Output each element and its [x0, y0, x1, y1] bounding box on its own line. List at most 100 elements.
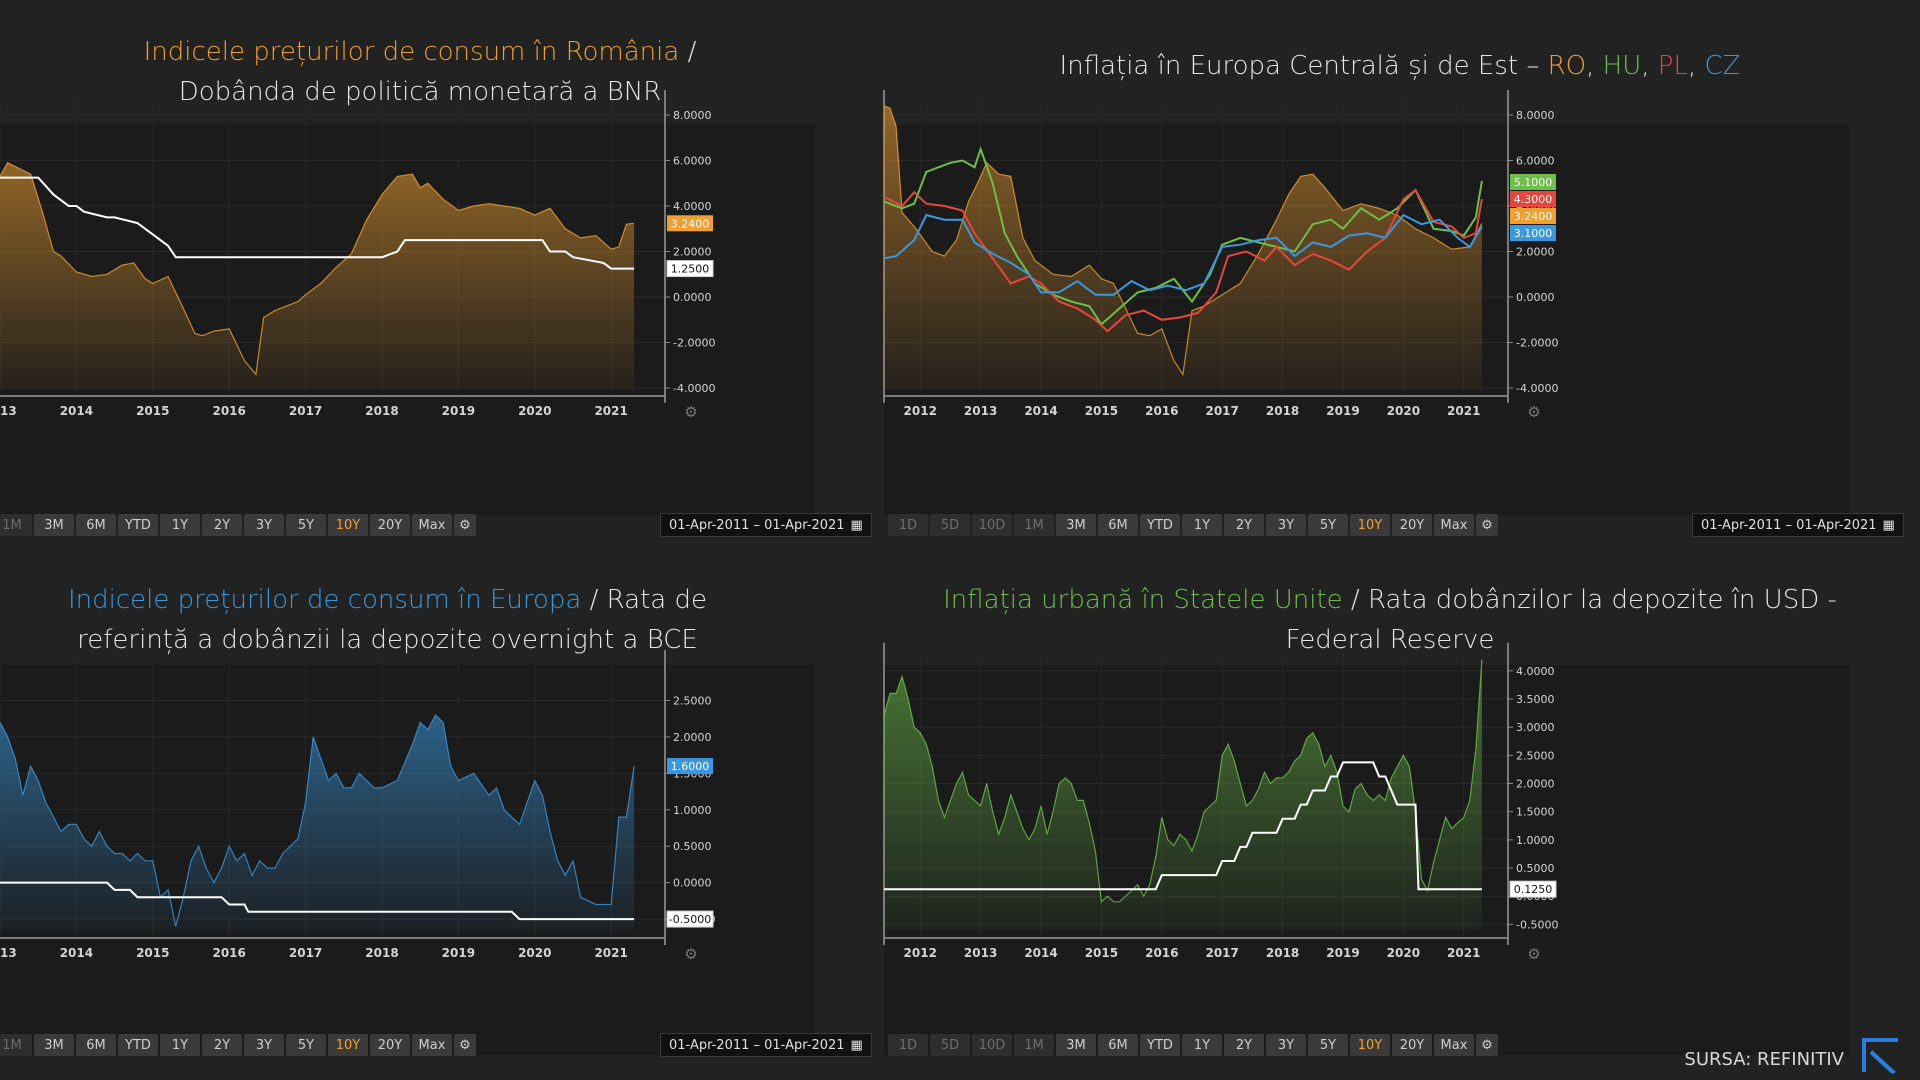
range-button-6m[interactable]: 6M — [76, 514, 116, 536]
value-badge-label: 3.2400 — [671, 217, 710, 230]
range-button-5d[interactable]: 5D — [930, 514, 970, 536]
range-button-6m[interactable]: 6M — [76, 1034, 116, 1056]
title-part: PL — [1657, 51, 1688, 81]
range-button-1y[interactable]: 1Y — [1182, 1034, 1222, 1056]
series-line — [0, 162, 635, 376]
range-button-ytd[interactable]: YTD — [118, 1034, 158, 1056]
range-button-5y[interactable]: 5Y — [286, 514, 326, 536]
title-part: RO — [1547, 51, 1587, 81]
range-button-10y[interactable]: 10Y — [1350, 514, 1390, 536]
series-line — [883, 659, 1483, 904]
range-button-5y[interactable]: 5Y — [1308, 514, 1348, 536]
date-range-picker[interactable]: 01-Apr-2011 – 01-Apr-2021 ▦ — [1692, 513, 1904, 537]
range-button-ytd[interactable]: YTD — [118, 514, 158, 536]
chart-title: Inflația în Europa Centrală și de Est – … — [880, 46, 1920, 86]
range-button-max[interactable]: Max — [1434, 1034, 1474, 1056]
panel-ro-cpi: Indicele prețurilor de consum în România… — [0, 0, 872, 540]
y-tick-label: -2.0000 — [1516, 337, 1558, 350]
title-part: CZ — [1704, 51, 1741, 81]
settings-gear-icon[interactable]: ⚙ — [454, 514, 476, 536]
settings-gear-icon[interactable]: ⚙ — [1476, 1034, 1498, 1056]
series-line — [883, 188, 1483, 333]
range-button-3m[interactable]: 3M — [34, 514, 74, 536]
range-button-1y[interactable]: 1Y — [1182, 514, 1222, 536]
x-tick-label: 2019 — [1326, 404, 1359, 418]
range-button-20y[interactable]: 20Y — [370, 1034, 410, 1056]
title-part: / — [679, 37, 697, 67]
range-button-6m[interactable]: 6M — [1098, 514, 1138, 536]
chart-settings-icon[interactable]: ⚙ — [684, 945, 697, 963]
range-button-3y[interactable]: 3Y — [244, 1034, 284, 1056]
range-button-1d[interactable]: 1D — [888, 514, 928, 536]
y-tick-label: 1.5000 — [1516, 806, 1555, 819]
x-tick-label: 2018 — [365, 404, 398, 418]
settings-gear-icon[interactable]: ⚙ — [454, 1034, 476, 1056]
range-button-3y[interactable]: 3Y — [244, 514, 284, 536]
range-button-1d[interactable]: 1D — [888, 1034, 928, 1056]
range-button-10d[interactable]: 10D — [972, 514, 1012, 536]
range-button-max[interactable]: Max — [412, 1034, 452, 1056]
range-button-10d[interactable]: 10D — [972, 1034, 1012, 1056]
range-button-10y[interactable]: 10Y — [328, 1034, 368, 1056]
chart-svg: 8.0000 6.0000 4.0000 2.0000 0.0000 -2.0000 -4.… — [0, 90, 715, 421]
range-button-1m[interactable]: 1M — [1014, 514, 1054, 536]
range-button-max[interactable]: Max — [412, 514, 452, 536]
y-tick-label: 3.5000 — [1516, 693, 1555, 706]
chart-settings-icon[interactable]: ⚙ — [684, 403, 697, 421]
x-tick-label: 2021 — [594, 946, 627, 960]
calendar-icon: ▦ — [850, 517, 863, 533]
date-range-picker[interactable]: 01-Apr-2011 – 01-Apr-2021 ▦ — [660, 1033, 872, 1057]
chart-settings-icon[interactable]: ⚙ — [1527, 945, 1540, 963]
x-tick-label: 2017 — [1205, 946, 1238, 960]
range-button-10y[interactable]: 10Y — [1350, 1034, 1390, 1056]
value-badge-label: 1.2500 — [671, 263, 710, 276]
y-tick-label: 8.0000 — [673, 109, 712, 122]
series-area — [0, 715, 635, 930]
x-tick-label: 2014 — [1024, 404, 1057, 418]
range-button-3m[interactable]: 3M — [1056, 514, 1096, 536]
x-tick-label: 2012 — [904, 404, 937, 418]
y-tick-label: 6.0000 — [1516, 155, 1555, 168]
range-button-20y[interactable]: 20Y — [1392, 1034, 1432, 1056]
range-button-ytd[interactable]: YTD — [1140, 1034, 1180, 1056]
value-badge: 1.6000 — [667, 758, 713, 775]
date-range-picker[interactable]: 01-Apr-2011 – 01-Apr-2021 ▦ — [660, 513, 872, 537]
range-button-1y[interactable]: 1Y — [160, 1034, 200, 1056]
range-button-3y[interactable]: 3Y — [1266, 1034, 1306, 1056]
range-button-2y[interactable]: 2Y — [202, 1034, 242, 1056]
range-button-2y[interactable]: 2Y — [202, 514, 242, 536]
range-button-2y[interactable]: 2Y — [1224, 514, 1264, 536]
range-button-ytd[interactable]: YTD — [1140, 514, 1180, 536]
x-tick-label: 2020 — [1387, 404, 1420, 418]
range-button-1m[interactable]: 1M — [0, 514, 32, 536]
range-button-1m[interactable]: 1M — [0, 1034, 32, 1056]
range-button-20y[interactable]: 20Y — [1392, 514, 1432, 536]
y-tick-label: 0.5000 — [1516, 862, 1555, 875]
title-part: Federal Reserve — [1285, 625, 1495, 655]
range-toolbar: 1D 5D 10D 1M 3M 6M YTD 1Y 2Y 3Y 5Y 10Y 20Y Max ⚙ — [888, 513, 1498, 537]
range-button-20y[interactable]: 20Y — [370, 514, 410, 536]
range-toolbar: 1M 3M 6M YTD 1Y 2Y 3Y 5Y 10Y 20Y Max ⚙ — [0, 513, 476, 537]
range-button-6m[interactable]: 6M — [1098, 1034, 1138, 1056]
x-tick-label: 2020 — [518, 404, 551, 418]
calendar-icon: ▦ — [850, 1037, 863, 1053]
range-button-max[interactable]: Max — [1434, 514, 1474, 536]
value-badge: 5.1000 — [1510, 174, 1556, 190]
x-tick-label: 2015 — [136, 404, 169, 418]
range-button-5y[interactable]: 5Y — [1308, 1034, 1348, 1056]
x-tick-label: 2021 — [1447, 946, 1480, 960]
range-button-10y[interactable]: 10Y — [328, 514, 368, 536]
value-badge: -0.5000 — [666, 910, 714, 928]
range-button-5y[interactable]: 5Y — [286, 1034, 326, 1056]
range-button-1m[interactable]: 1M — [1014, 1034, 1054, 1056]
range-button-3y[interactable]: 3Y — [1266, 514, 1306, 536]
settings-gear-icon[interactable]: ⚙ — [1476, 514, 1498, 536]
chart-settings-icon[interactable]: ⚙ — [1527, 403, 1540, 421]
range-button-5d[interactable]: 5D — [930, 1034, 970, 1056]
series-line — [883, 213, 1483, 296]
range-button-2y[interactable]: 2Y — [1224, 1034, 1264, 1056]
panel-cee-inflation: Inflația în Europa Centrală și de Est – … — [880, 0, 1920, 540]
range-button-3m[interactable]: 3M — [34, 1034, 74, 1056]
range-button-1y[interactable]: 1Y — [160, 514, 200, 536]
range-button-3m[interactable]: 3M — [1056, 1034, 1096, 1056]
